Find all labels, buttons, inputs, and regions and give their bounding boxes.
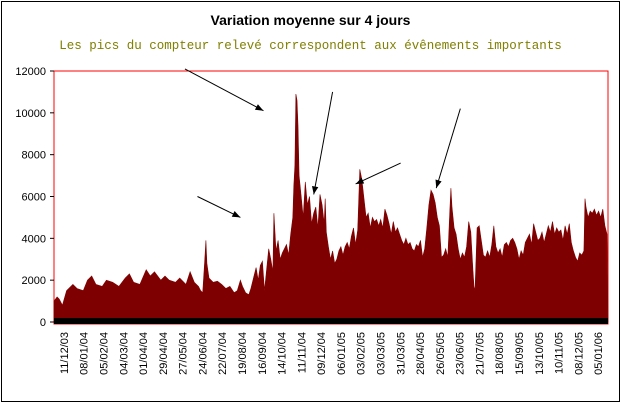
x-tick-label: 04/03/04 <box>118 332 130 375</box>
x-tick-label: 29/04/04 <box>158 332 170 375</box>
x-tick-label: 22/07/04 <box>217 332 229 375</box>
chart-subtitle: Les pics du compteur relevé corresponden… <box>59 39 562 53</box>
y-tick-label: 0 <box>40 317 46 329</box>
x-tick-label: 21/07/05 <box>474 332 486 375</box>
x-tick-label: 23/06/05 <box>455 332 467 375</box>
x-tick-label: 24/06/04 <box>197 332 209 375</box>
x-tick-label: 11/11/04 <box>296 332 308 373</box>
y-tick-label: 8000 <box>22 150 46 162</box>
annotation-arrow <box>184 68 264 112</box>
y-tick-label: 4000 <box>22 233 46 245</box>
annotation-arrowhead <box>355 177 365 184</box>
annotation-arrowhead <box>435 179 442 189</box>
x-tick-label: 13/10/05 <box>534 332 546 375</box>
x-tick-label: 08/12/05 <box>573 332 585 375</box>
x-tick-label: 09/12/04 <box>316 332 328 375</box>
y-tick-label: 10000 <box>15 108 46 120</box>
x-tick-label: 10/11/05 <box>554 332 566 374</box>
area-layer <box>53 93 609 323</box>
x-tick-label: 16/09/04 <box>257 332 269 375</box>
annotation-arrow <box>355 162 401 185</box>
x-tick-label: 14/10/04 <box>277 332 289 375</box>
x-tick-label: 08/01/04 <box>79 332 91 375</box>
x-tick-label: 03/03/05 <box>375 332 387 375</box>
x-tick-label: 18/08/05 <box>494 332 506 375</box>
x-tick-label: 01/04/04 <box>138 332 150 375</box>
annotation-arrow <box>435 108 461 189</box>
annotation-arrowhead <box>231 211 241 218</box>
x-tick-label: 15/09/05 <box>514 332 526 375</box>
y-tick-label: 2000 <box>22 275 46 287</box>
annotation-arrow <box>313 91 334 195</box>
annotation-arrowhead <box>254 104 264 111</box>
x-tick-label: 27/05/04 <box>178 332 190 375</box>
x-tick-label: 05/01/06 <box>593 332 605 375</box>
x-tick-label: 28/04/05 <box>415 332 427 375</box>
x-tick-label: 31/03/05 <box>395 332 407 375</box>
annotation-arrowhead <box>312 186 319 195</box>
chart-title: Variation moyenne sur 4 jours <box>210 12 411 28</box>
y-axis: 0 2000 4000 6000 8000 10000 12000 <box>15 66 54 329</box>
x-tick-label: 03/02/05 <box>356 332 368 375</box>
x-tick-label: 06/01/05 <box>336 332 348 375</box>
series-area-0 <box>53 93 609 323</box>
x-tick-label: 11/12/03 <box>59 332 71 374</box>
x-axis-baseline <box>54 318 608 324</box>
x-tick-label: 05/02/04 <box>98 332 110 375</box>
x-tick-label: 19/08/04 <box>237 332 249 375</box>
x-tick-label: 26/05/05 <box>435 332 447 375</box>
annotation-arrows <box>184 68 461 218</box>
y-tick-label: 6000 <box>22 192 46 204</box>
x-axis: 11/12/03 08/01/04 05/02/04 04/03/04 01/04/04… <box>59 332 605 375</box>
y-tick-label: 12000 <box>15 66 46 78</box>
